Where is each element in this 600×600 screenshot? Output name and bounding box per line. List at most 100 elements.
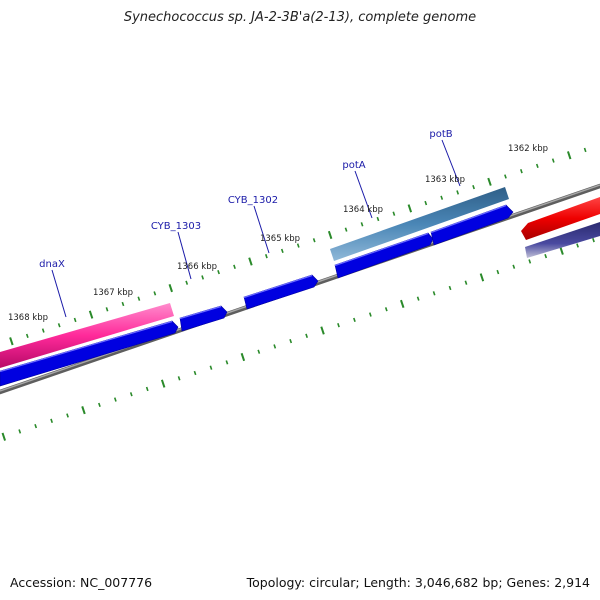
- tick-mark: [50, 418, 53, 423]
- kbp-label-1366: 1366 kbp: [177, 262, 217, 272]
- tick-mark: [456, 190, 460, 195]
- genome-summary-text: Topology: circular; Length: 3,046,682 bp…: [246, 575, 590, 590]
- tick-mark: [240, 352, 246, 362]
- gene-feature-red[interactable]: [521, 197, 600, 240]
- tick-mark: [440, 195, 444, 200]
- tick-mark: [81, 406, 86, 415]
- cds-arrow-potb[interactable]: [430, 204, 514, 246]
- tick-mark: [121, 301, 125, 307]
- gene-label-cyb-1302: CYB_1302: [228, 195, 278, 206]
- tick-mark: [551, 158, 555, 163]
- tick-mark: [98, 402, 101, 408]
- inner-tick-ring: [1, 238, 595, 441]
- kbp-label-1368: 1368 kbp: [8, 313, 48, 323]
- tick-mark: [25, 333, 29, 339]
- tick-mark: [544, 253, 548, 259]
- tick-mark: [407, 204, 413, 213]
- tick-mark: [368, 312, 372, 317]
- tick-mark: [400, 299, 405, 309]
- kbp-label-1362: 1362 kbp: [508, 144, 548, 154]
- gene-feature-pota[interactable]: [330, 187, 509, 261]
- gene-label-cyb-1303: CYB_1303: [151, 221, 201, 232]
- tick-mark: [464, 280, 468, 285]
- tick-mark: [18, 429, 22, 434]
- kbp-label-1363: 1363 kbp: [425, 175, 465, 185]
- map-title: Synechococcus sp. JA-2-3B'a(2-13), compl…: [123, 10, 477, 25]
- tick-mark: [528, 259, 532, 264]
- tick-mark: [376, 216, 380, 222]
- tick-mark: [576, 243, 579, 248]
- kbp-label-1365: 1365 kbp: [260, 234, 300, 244]
- cds-arrow-pota[interactable]: [334, 232, 434, 279]
- gene-label-dnax: dnaX: [39, 259, 65, 270]
- tick-mark: [448, 285, 452, 291]
- kbp-label-1367: 1367 kbp: [93, 288, 133, 298]
- tick-mark: [257, 349, 261, 354]
- tick-mark: [327, 230, 333, 240]
- outer-tick-ring: [9, 147, 587, 346]
- tick-mark: [129, 392, 133, 397]
- tick-mark: [583, 147, 587, 153]
- tick-mark: [472, 184, 475, 190]
- tick-mark: [337, 323, 340, 328]
- tick-mark: [88, 310, 94, 319]
- tick-mark: [424, 200, 428, 206]
- tick-mark: [479, 273, 485, 282]
- tick-mark: [113, 397, 117, 402]
- tick-mark: [9, 337, 14, 346]
- tick-mark: [520, 169, 523, 174]
- tick-mark: [512, 264, 516, 269]
- tick-mark: [344, 227, 348, 232]
- tick-mark: [137, 296, 141, 301]
- tick-mark: [384, 307, 388, 312]
- tick-mark: [559, 246, 564, 255]
- tick-mark: [168, 283, 173, 293]
- tick-mark: [592, 238, 595, 243]
- tick-mark: [160, 379, 166, 388]
- gene-label-pota: potA: [342, 160, 365, 171]
- tick-mark: [280, 248, 284, 254]
- tick-mark: [432, 291, 436, 296]
- tick-mark: [416, 296, 420, 301]
- tick-mark: [41, 328, 45, 333]
- tick-mark: [201, 275, 205, 280]
- tick-mark: [1, 432, 7, 441]
- tick-mark: [145, 386, 149, 392]
- gene-label-potb: potB: [429, 129, 452, 140]
- accession-text: Accession: NC_007776: [10, 575, 153, 590]
- tick-mark: [57, 323, 61, 328]
- tick-mark: [209, 365, 213, 370]
- gene-feature-dnax[interactable]: [0, 303, 174, 368]
- tick-mark: [535, 163, 539, 169]
- tick-mark: [504, 174, 507, 179]
- tick-mark: [105, 307, 109, 312]
- tick-mark: [296, 243, 300, 248]
- tick-mark: [305, 333, 309, 338]
- gene-feature-navy[interactable]: [525, 222, 600, 258]
- kbp-label-1364: 1364 kbp: [343, 205, 383, 215]
- tick-mark: [225, 360, 229, 365]
- tick-mark: [353, 317, 356, 323]
- gene-label-leaders: [51, 139, 461, 318]
- tick-mark: [392, 211, 396, 216]
- tick-mark: [66, 413, 69, 418]
- cds-arrow-dnax[interactable]: [0, 320, 179, 387]
- cds-arrow-cyb-1302[interactable]: [243, 274, 319, 310]
- tick-mark: [153, 291, 157, 296]
- tick-mark: [273, 344, 277, 349]
- tick-mark: [320, 326, 325, 335]
- cds-arrow-cyb-1303[interactable]: [179, 305, 228, 332]
- tick-mark: [312, 238, 316, 243]
- tick-mark: [248, 257, 253, 266]
- tick-mark: [185, 280, 189, 285]
- tick-mark: [233, 264, 236, 269]
- tick-mark: [289, 338, 293, 344]
- tick-mark: [496, 269, 500, 275]
- tick-mark: [360, 222, 364, 227]
- tick-mark: [217, 269, 220, 275]
- tick-mark: [177, 376, 181, 381]
- tick-mark: [566, 151, 572, 160]
- tick-mark: [34, 423, 38, 429]
